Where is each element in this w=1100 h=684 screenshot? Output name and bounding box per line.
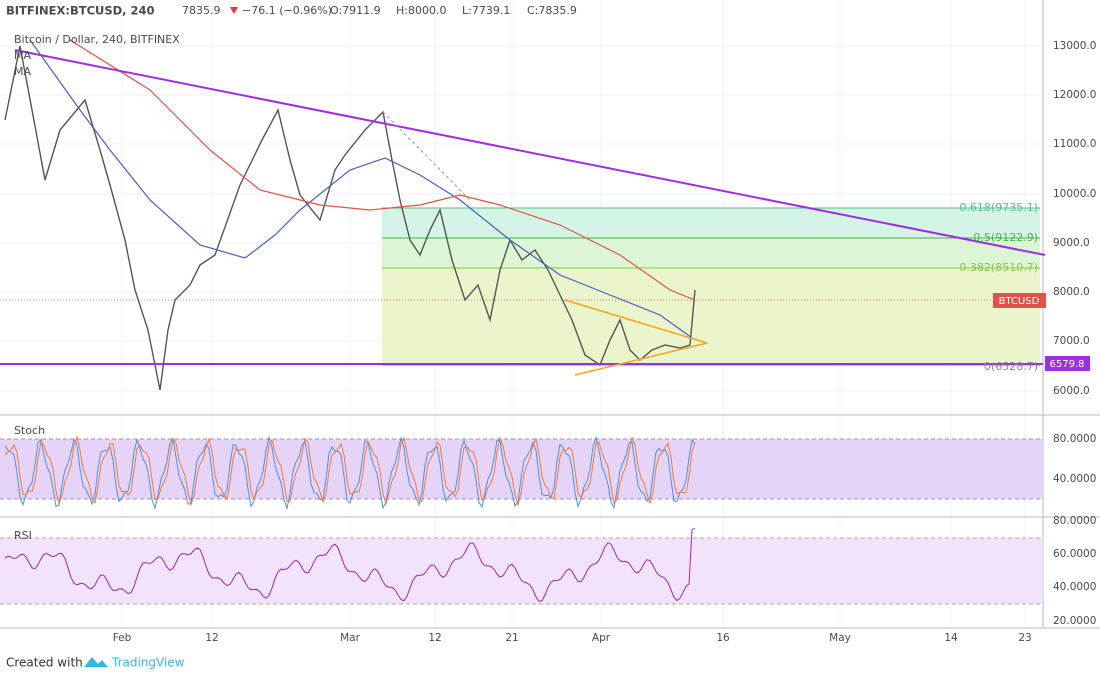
price-tick: 10000.0 [1053,188,1096,200]
fib-zone [382,238,1040,268]
close: C:7835.9 [527,4,577,17]
rsi-tick: 20.0000 [1053,615,1096,627]
time-tick: Mar [340,632,360,644]
time-tick: May [829,632,851,644]
price-tick: 12000.0 [1053,89,1096,101]
fib-label: 0.618(9735.1) [959,201,1038,214]
ma-line [29,39,696,341]
rsi-line [4,527,696,602]
stoch-k [4,435,696,511]
tradingview-link[interactable]: TradingView [111,656,185,670]
tradingview-logo[interactable] [84,657,108,667]
fib-label: 0(6528.7) [984,360,1038,373]
footer-text: Created with [6,656,83,670]
open: O:7911.9 [330,4,381,17]
symbol-badge [993,293,1046,308]
level-badge [1045,356,1090,371]
time-tick: 23 [1018,632,1031,644]
change: −76.1 (−0.96%) [242,4,332,17]
symbol-badge-text: BTCUSD [999,296,1040,307]
price-tick: 11000.0 [1053,138,1096,150]
triangle-line [574,342,708,376]
stoch-d [4,435,696,507]
time-tick: Feb [113,632,132,644]
symbol: BITFINEX:BTCUSD, 240 [6,4,155,18]
price-tick: 7000.0 [1053,335,1090,347]
time-tick: 14 [944,632,958,644]
time-tick: 12 [428,632,441,644]
fib-label: 0.5(9122.9) [973,231,1038,244]
high: H:8000.0 [396,4,446,17]
price-tick: 13000.0 [1053,40,1096,52]
time-tick: 21 [505,632,518,644]
rsi-tick: 80.0000 [1053,515,1096,527]
time-tick: Apr [592,632,611,644]
legend-title: Bitcoin / Dollar, 240, BITFINEX [14,33,180,46]
rsi-title: RSI [14,529,32,542]
legend-ma: MA [14,65,31,78]
rsi-band [0,538,1043,604]
time-tick: 12 [205,632,218,644]
low: L:7739.1 [462,4,510,17]
stoch-tick: 40.0000 [1053,473,1096,485]
price-tick: 6000.0 [1053,385,1090,397]
fib-zone [382,268,1040,365]
ma-line [69,39,696,301]
time-tick: 16 [716,632,730,644]
price-tick: 9000.0 [1053,237,1090,249]
price-tick: 8000.0 [1053,286,1090,298]
last-price: 7835.9 [182,4,221,17]
stoch-tick: 80.0000 [1053,433,1096,445]
triangle-line [564,299,708,344]
rsi-tick: 40.0000 [1053,581,1096,593]
trendline [14,49,1046,256]
fib-label: 0.382(8510.7) [959,261,1038,274]
fib-trend [382,111,471,201]
rsi-tick: 60.0000 [1053,548,1096,560]
down-arrow [230,7,238,14]
legend-ma: MA [14,49,31,62]
level-badge-text: 6579.8 [1050,359,1085,370]
stoch-title: Stoch [14,424,45,437]
